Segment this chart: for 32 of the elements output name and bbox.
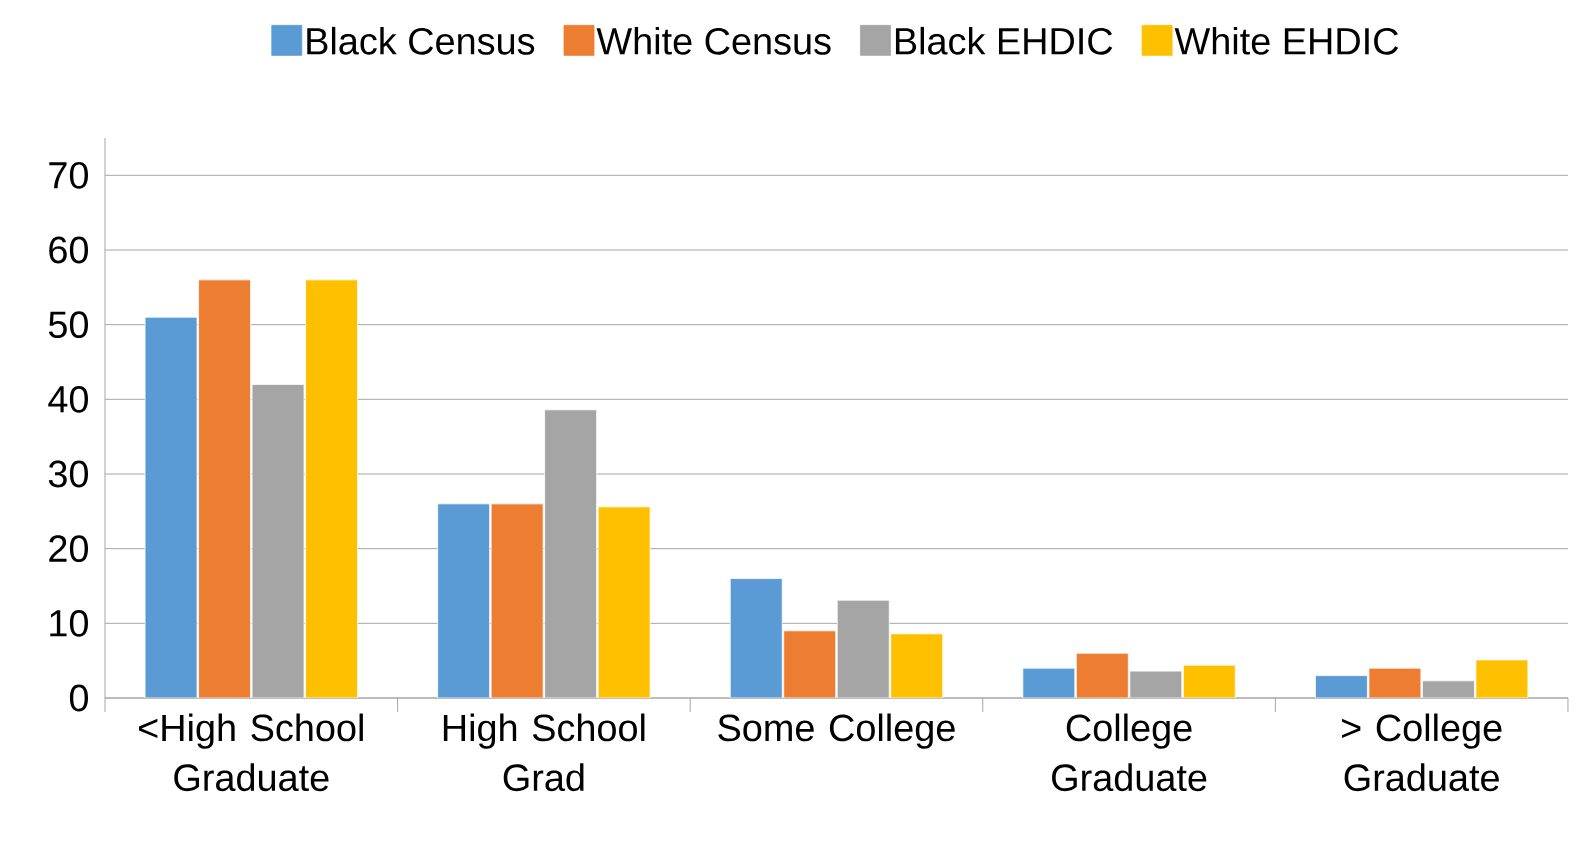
bar: [145, 317, 198, 698]
x-tick-label: Some College: [718, 713, 955, 749]
bar: [730, 578, 783, 698]
y-tick-label: 30: [48, 460, 88, 488]
bar: [1022, 668, 1075, 698]
x-tick-label: <High School Graduate: [138, 713, 363, 792]
bar: [1475, 659, 1529, 698]
bar: [890, 633, 943, 698]
bar: [1183, 665, 1236, 698]
bar: [491, 503, 544, 698]
y-tick-label: 50: [48, 311, 88, 339]
bar: [305, 279, 358, 698]
x-tick-label: College Graduate: [1052, 713, 1207, 792]
legend-label: White EHDIC: [1174, 26, 1399, 55]
bar: [1315, 675, 1368, 698]
bar: [198, 279, 251, 698]
bar: [598, 506, 651, 698]
bar: [783, 630, 836, 698]
x-tick-label: High School Grad: [443, 713, 645, 792]
y-tick-label: 40: [48, 385, 88, 413]
legend-label: Black Census: [307, 26, 535, 55]
bar: [1368, 667, 1422, 698]
y-tick-label: 10: [50, 609, 88, 637]
x-tick-label: > College Graduate: [1341, 713, 1502, 792]
y-tick-label: 20: [49, 535, 88, 563]
bar: [437, 503, 490, 698]
legend-label: White Census: [596, 26, 831, 55]
y-tick-label: 70: [49, 161, 88, 189]
y-tick-label: 60: [49, 236, 88, 264]
y-tick-label: 0: [69, 684, 88, 712]
bar: [1076, 653, 1129, 698]
legend-label: Black EHDIC: [895, 26, 1113, 55]
